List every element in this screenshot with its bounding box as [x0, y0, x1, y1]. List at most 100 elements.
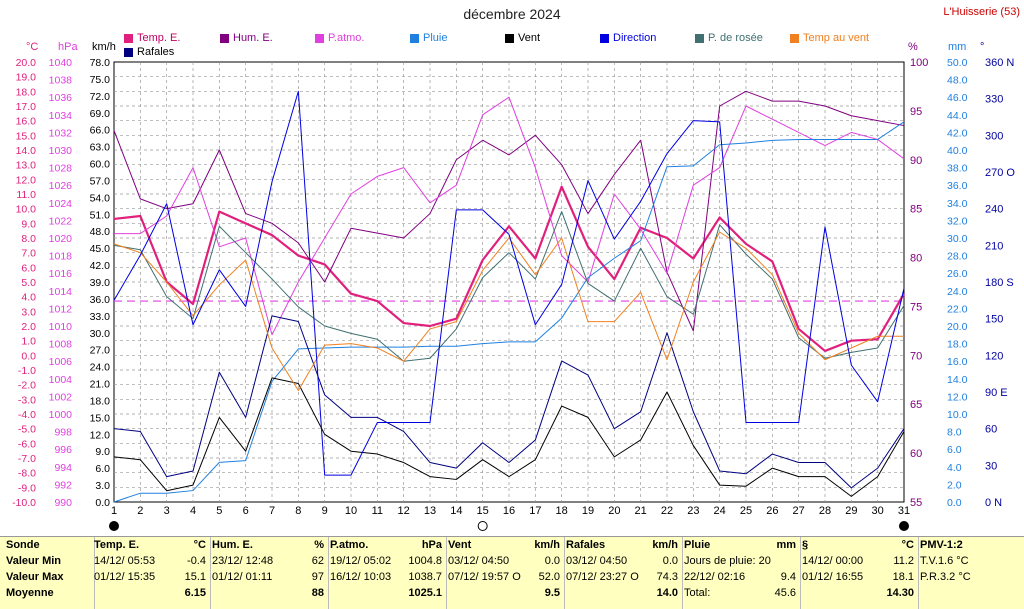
temp-avg: 6.15	[184, 587, 206, 599]
pluie-max-date: 22/12/ 02:16	[684, 571, 746, 583]
rafales-min-date: 03/12/ 04:50	[566, 555, 628, 567]
wind-tick-label: 78.0	[90, 57, 111, 69]
legend-label: Temp. E.	[137, 32, 181, 44]
temp-unit-label: °C	[26, 41, 38, 53]
x-tick-label: 17	[529, 505, 541, 517]
pluie-total-label: Total:	[684, 587, 711, 599]
chart-title: décembre 2024	[463, 6, 561, 22]
rain-tick-label: 22.0	[947, 303, 968, 315]
weather-chart: 1 2 3 4 5 6 7 8 9 10 11 12 13 14 15 16 17 18 19 20 21 22 23 24 2…	[12, 41, 1015, 531]
series-line-direction	[113, 90, 905, 476]
legend-swatch	[505, 33, 514, 43]
x-tick-label: 12	[398, 505, 410, 517]
rain-tick-label: 42.0	[947, 127, 968, 139]
pressure-tick-label: 1004	[49, 374, 73, 386]
pluie-max-val: 9.4	[780, 571, 796, 583]
legend-label: Pluie	[423, 32, 448, 44]
temp-tick-label: 0.0	[21, 350, 36, 362]
wind-tick-label: 3.0	[95, 480, 110, 492]
vent-title: Vent	[448, 539, 472, 551]
direction-tick-label: 30	[985, 460, 997, 472]
x-tick-label: 10	[345, 505, 357, 517]
pressure-tick-label: 996	[54, 444, 72, 456]
pluie-days: Jours de pluie: 20	[684, 555, 771, 567]
wind-tick-label: 33.0	[90, 311, 111, 323]
legend-item: Hum. E.	[220, 32, 273, 44]
sec-unit: °C	[901, 539, 914, 551]
rain-tick-label: 50.0	[947, 57, 968, 69]
pressure-tick-label: 1022	[49, 215, 73, 227]
direction-tick-label: 0 N	[985, 497, 1002, 509]
pressure-tick-label: 1000	[49, 409, 73, 421]
x-tick-label: 6	[243, 505, 249, 517]
temp-tick-label: -5.0	[18, 424, 36, 436]
summary-sonde: Sonde Valeur Min Valeur Max Moyenne	[0, 537, 95, 609]
wind-tick-label: 0.0	[95, 497, 110, 509]
rain-tick-label: 46.0	[947, 92, 968, 104]
temp-max-val: 15.1	[184, 571, 206, 583]
legend-swatch	[790, 33, 799, 43]
summary-pres: P.atmo. hPa 19/12/ 05:02 1004.8 16/12/ 10:…	[326, 537, 447, 609]
wind-tick-label: 36.0	[90, 294, 111, 306]
temp-tick-label: 18.0	[16, 86, 37, 98]
rain-tick-label: 36.0	[947, 180, 968, 192]
legend-label: Temp au vent	[803, 32, 870, 44]
x-tick-label: 30	[872, 505, 884, 517]
wind-tick-label: 75.0	[90, 74, 111, 86]
pres-avg: 1025.1	[408, 587, 442, 599]
vent-max-val: 52.0	[538, 571, 560, 583]
summary-rafales: Rafales km/h 03/12/ 04:50 0.0 07/12/ 23:27…	[562, 537, 683, 609]
sec-max-val: 18.1	[892, 571, 914, 583]
legend-item: Pluie	[410, 32, 447, 44]
pressure-tick-label: 1008	[49, 339, 73, 351]
wind-tick-label: 54.0	[90, 192, 111, 204]
legend-swatch	[695, 33, 704, 43]
vent-avg: 9.5	[544, 587, 560, 599]
x-tick-label: 24	[714, 505, 726, 517]
pressure-tick-label: 1032	[49, 127, 73, 139]
humidity-tick-label: 90	[910, 155, 922, 167]
direction-unit-label: °	[980, 41, 984, 53]
x-tick-label: 26	[766, 505, 778, 517]
summary-hum: Hum. E.% 23/12/ 12:48 62 01/12/ 01:11 97 8…	[208, 537, 329, 609]
series-line-p-atmo-	[114, 96, 905, 336]
temp-tick-label: 14.0	[16, 145, 37, 157]
legend-label: Vent	[518, 32, 541, 44]
x-tick-label: 1	[111, 505, 117, 517]
pressure-tick-label: 998	[54, 427, 72, 439]
temp-tick-label: -4.0	[18, 409, 36, 421]
wind-tick-label: 30.0	[90, 328, 111, 340]
pressure-tick-label: 1012	[49, 303, 73, 315]
temp-tick-label: -1.0	[18, 365, 36, 377]
temp-tick-label: 7.0	[21, 248, 36, 260]
x-tick-label: 25	[740, 505, 752, 517]
pluie-unit: mm	[776, 539, 796, 551]
x-tick-label: 22	[661, 505, 673, 517]
pressure-tick-label: 990	[54, 497, 72, 509]
wind-tick-label: 9.0	[95, 446, 110, 458]
sec-avg: 14.30	[886, 587, 914, 599]
pressure-tick-label: 1018	[49, 251, 73, 263]
temp-tick-label: -6.0	[18, 438, 36, 450]
row-min-label: Valeur Min	[6, 555, 62, 567]
series-line-vent	[113, 377, 905, 497]
pmv-tv: T.V.1.6 °C	[920, 555, 969, 567]
rafales-max-date: 07/12/ 23:27 O	[566, 571, 639, 583]
humidity-tick-label: 70	[910, 350, 922, 362]
series-line-temp-au-vent	[113, 231, 904, 392]
rafales-unit: km/h	[652, 539, 678, 551]
temp-tick-label: 20.0	[16, 57, 37, 69]
summary-sec: § °C 14/12/ 00:00 11.2 01/12/ 16:55 18.1 14…	[798, 537, 919, 609]
wind-tick-label: 72.0	[90, 91, 111, 103]
humidity-tick-label: 75	[910, 301, 922, 313]
wind-tick-label: 18.0	[90, 395, 111, 407]
temp-tick-label: 10.0	[16, 204, 37, 216]
hum-title: Hum. E.	[212, 539, 253, 551]
summary-temp: Temp. E. °C 14/12/ 05:53 -0.4 01/12/ 15:35…	[90, 537, 211, 609]
humidity-tick-label: 85	[910, 204, 922, 216]
direction-tick-label: 90 E	[985, 387, 1008, 399]
humidity-tick-label: 95	[910, 106, 922, 118]
rain-tick-label: 6.0	[947, 444, 962, 456]
pressure-tick-label: 1036	[49, 92, 73, 104]
x-tick-label: 23	[687, 505, 699, 517]
